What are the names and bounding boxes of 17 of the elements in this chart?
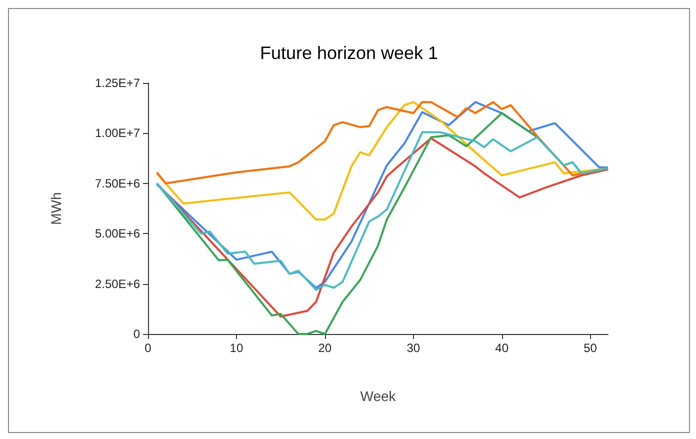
x-tick-label: 20 <box>318 341 332 355</box>
x-tick-label: 40 <box>495 341 509 355</box>
line-series <box>156 101 609 289</box>
x-tick-label: 0 <box>144 341 152 355</box>
y-tick-label: 2.50E+6 <box>94 276 140 291</box>
y-tick-label: 5.00E+6 <box>94 226 140 241</box>
y-tick-label: 7.50E+6 <box>94 176 140 190</box>
chart-title: Future horizon week 1 <box>260 43 438 63</box>
x-tick-label: 30 <box>406 341 420 355</box>
y-tick-label: 1.00E+7 <box>94 126 140 140</box>
y-tick-label: 1.25E+7 <box>94 76 140 90</box>
x-axis-title: Week <box>360 388 397 404</box>
x-tick-label: 10 <box>230 341 244 355</box>
y-tick-label: 0 <box>133 327 140 341</box>
x-tick-label: 50 <box>584 341 598 355</box>
y-axis-title: MWh <box>48 192 64 225</box>
line-series <box>156 131 609 291</box>
